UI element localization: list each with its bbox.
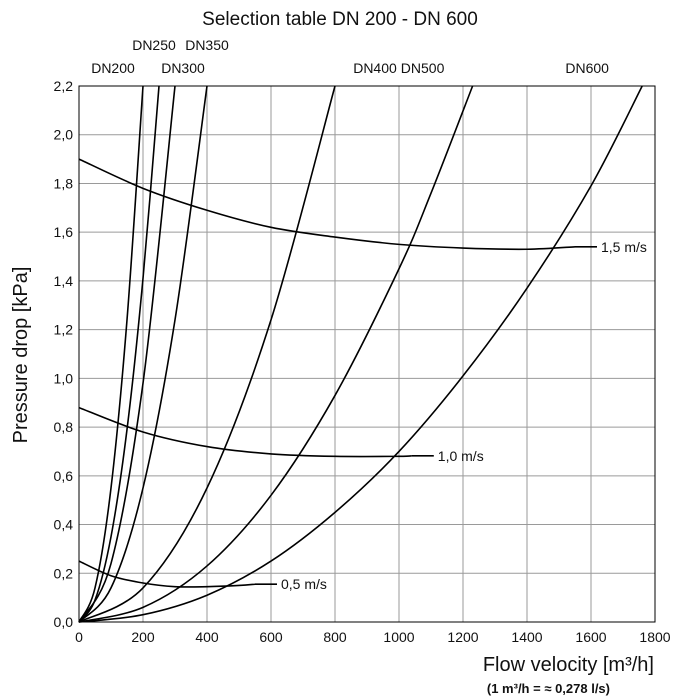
x-axis-ticks: 0 200 400 600 800 1000 1200 1400 1600 1800 (75, 629, 671, 645)
y-tick-label: 0,8 (54, 419, 74, 435)
diameter-labels: DN200 DN250 DN300 DN350 DN400 DN500 DN600 (91, 37, 609, 76)
curve-1-5-m-s (78, 158, 576, 251)
curve-dn200 (78, 85, 144, 623)
y-axis-label: Pressure drop [kPa] (10, 267, 32, 444)
x-tick-label: 800 (323, 629, 347, 645)
velocity-label: 1,0 m/s (438, 448, 484, 464)
diameter-label: DN400 (353, 60, 397, 76)
diameter-label: DN600 (565, 60, 609, 76)
x-tick-label: 0 (75, 629, 83, 645)
curve-dn350 (78, 85, 208, 623)
curve-dn300 (78, 85, 176, 623)
y-tick-label: 0,4 (54, 517, 74, 533)
curve-dn600 (78, 85, 643, 623)
x-tick-label: 1600 (575, 629, 606, 645)
curve-0-5-m-s (78, 560, 256, 588)
x-tick-label: 1400 (511, 629, 542, 645)
x-axis-label: Flow velocity [m³/h] (483, 654, 654, 676)
plot-frame (78, 85, 656, 623)
velocity-label: 0,5 m/s (281, 576, 327, 592)
x-tick-label: 200 (131, 629, 155, 645)
curves (78, 85, 643, 623)
chart-title: Selection table DN 200 - DN 600 (202, 9, 478, 30)
curve-dn500 (78, 85, 474, 623)
x-tick-label: 1800 (639, 629, 670, 645)
y-tick-label: 0,6 (54, 468, 74, 484)
y-tick-label: 1,4 (54, 273, 74, 289)
diameter-label: DN350 (185, 37, 229, 53)
grid (79, 86, 655, 622)
y-tick-label: 1,8 (54, 175, 74, 191)
y-tick-label: 1,6 (54, 224, 74, 240)
y-tick-label: 1,2 (54, 322, 74, 338)
y-axis-ticks: 0,0 0,2 0,4 0,6 0,8 1,0 1,2 1,4 1,6 1,8 2,0 2,2 (54, 78, 74, 630)
y-tick-label: 2,0 (54, 127, 74, 143)
velocity-labels: 1,5 m/s 1,0 m/s 0,5 m/s (255, 239, 647, 592)
diameter-label: DN500 (401, 60, 445, 76)
y-tick-label: 0,2 (54, 565, 74, 581)
curve-1-0-m-s (78, 406, 412, 458)
y-tick-label: 0,0 (54, 614, 74, 630)
x-axis-note: (1 m³/h = ≈ 0,278 l/s) (487, 681, 610, 696)
curve-dn400 (78, 85, 336, 623)
diameter-label: DN250 (132, 37, 176, 53)
x-tick-label: 400 (195, 629, 219, 645)
diameter-label: DN300 (161, 60, 205, 76)
y-tick-label: 1,0 (54, 370, 74, 386)
y-tick-label: 2,2 (54, 78, 74, 94)
diameter-label: DN200 (91, 60, 135, 76)
x-tick-label: 1200 (447, 629, 478, 645)
x-tick-label: 1000 (383, 629, 414, 645)
velocity-label: 1,5 m/s (601, 239, 647, 255)
x-tick-label: 600 (259, 629, 283, 645)
